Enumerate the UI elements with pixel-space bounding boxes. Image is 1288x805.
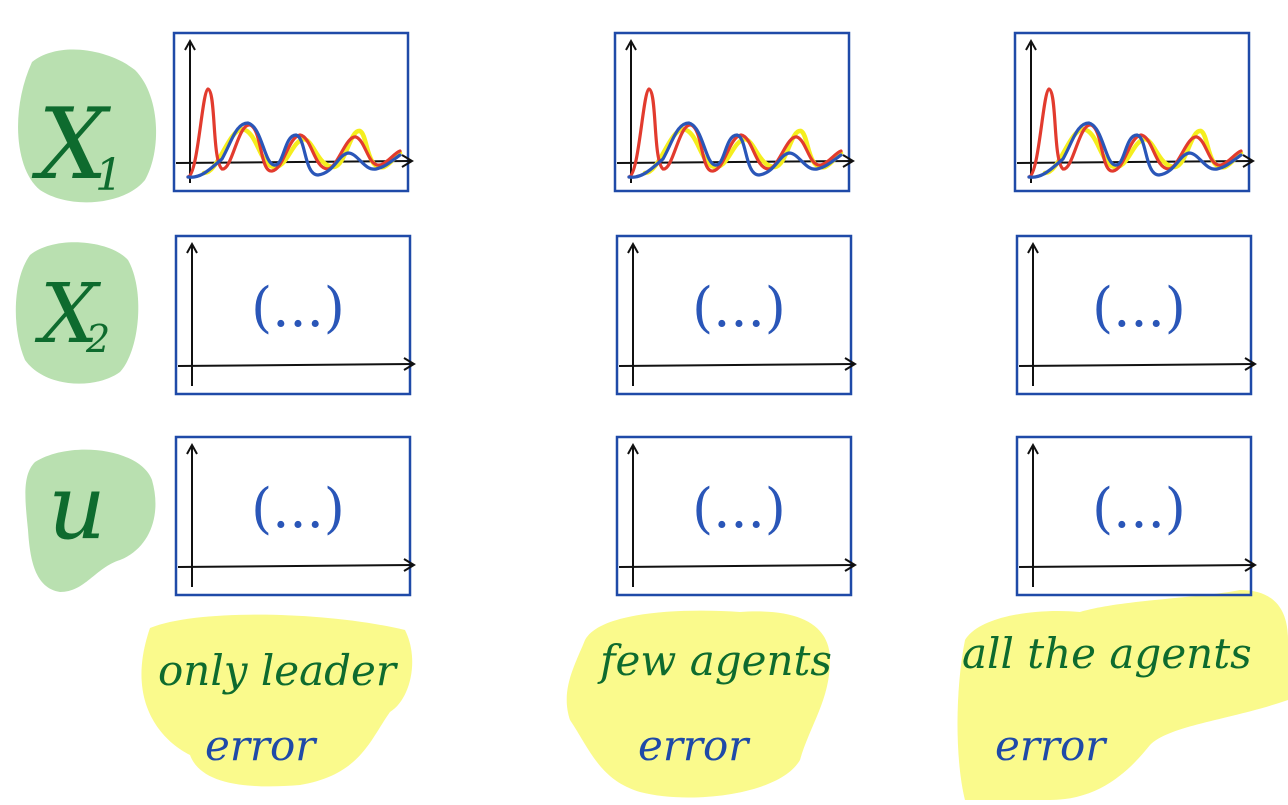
- caption-blob-all: [957, 590, 1288, 800]
- axis-arrow-icon: [1025, 38, 1037, 51]
- x-axis: [1018, 564, 1256, 568]
- row-label-u: u: [25, 449, 156, 592]
- axis-arrow-icon: [186, 241, 198, 254]
- axis-arrow-icon: [184, 38, 196, 51]
- caption-line-2: error: [205, 721, 318, 770]
- plot-u-all: (...): [1015, 435, 1257, 597]
- plot-frame: [172, 31, 410, 193]
- axis-arrow-icon: [842, 154, 855, 168]
- row-label-text: X: [31, 88, 112, 202]
- caption-line-1: all the agents: [962, 629, 1252, 678]
- row-label-text: u: [48, 455, 106, 560]
- caption-line-1: few agents: [597, 636, 832, 685]
- label-blob: [15, 242, 139, 384]
- axis-arrow-icon: [1244, 357, 1257, 371]
- series-blue: [186, 121, 402, 179]
- plot-x2-few: (...): [615, 234, 857, 396]
- caption-blob-few: [566, 610, 830, 798]
- placeholder-text: (...): [251, 276, 345, 339]
- plot-frame: [174, 234, 412, 396]
- plot-frame: [1015, 435, 1253, 597]
- label-blob: [25, 449, 156, 592]
- plot-frame: [174, 435, 412, 597]
- x-axis: [177, 564, 415, 568]
- placeholder-text: (...): [1092, 477, 1186, 540]
- row-label-x2: X 2: [15, 242, 139, 384]
- x-axis: [616, 160, 854, 164]
- caption-line-1: only leader: [158, 646, 399, 695]
- caption-leader: only leader error: [158, 646, 399, 770]
- axis-arrow-icon: [844, 357, 857, 371]
- placeholder-text: (...): [251, 477, 345, 540]
- series-red: [1027, 87, 1243, 179]
- series-red: [627, 87, 843, 179]
- label-blob: [18, 49, 157, 203]
- plot-u-few: (...): [615, 435, 857, 597]
- caption-line-2: error: [638, 721, 751, 770]
- row-label-subscript: 1: [95, 150, 123, 201]
- axis-arrow-icon: [403, 558, 416, 572]
- axis-arrow-icon: [401, 154, 414, 168]
- placeholder-text: (...): [692, 276, 786, 339]
- plot-frame: [615, 234, 853, 396]
- axis-arrow-icon: [627, 241, 639, 254]
- axis-arrow-icon: [625, 38, 637, 51]
- axis-arrow-icon: [1027, 241, 1039, 254]
- axis-arrow-icon: [1027, 442, 1039, 455]
- axis-arrow-icon: [627, 442, 639, 455]
- plot-x1-leader: [172, 31, 414, 193]
- series-red: [186, 87, 402, 179]
- caption-all: all the agents error: [962, 629, 1252, 770]
- axis-arrow-icon: [403, 357, 416, 371]
- x-axis: [175, 160, 413, 164]
- x-axis: [618, 564, 856, 568]
- plot-frame: [1015, 234, 1253, 396]
- row-label-x1: X 1: [18, 49, 157, 203]
- axis-arrow-icon: [1242, 154, 1255, 168]
- caption-line-2: error: [995, 721, 1108, 770]
- x-axis: [1016, 160, 1254, 164]
- series-blue: [1027, 121, 1243, 179]
- x-axis: [177, 363, 415, 367]
- axis-arrow-icon: [844, 558, 857, 572]
- plot-x1-few: [613, 31, 855, 193]
- axis-arrow-icon: [186, 442, 198, 455]
- plot-frame: [613, 31, 851, 193]
- axis-arrow-icon: [1244, 558, 1257, 572]
- placeholder-text: (...): [1092, 276, 1186, 339]
- caption-few: few agents error: [597, 636, 832, 770]
- series-blue: [627, 121, 843, 179]
- plot-frame: [1013, 31, 1251, 193]
- plot-x2-all: (...): [1015, 234, 1257, 396]
- plot-x1-all: [1013, 31, 1255, 193]
- x-axis: [1018, 363, 1256, 367]
- row-label-subscript: 2: [85, 317, 110, 361]
- row-label-text: X: [34, 267, 102, 362]
- x-axis: [618, 363, 856, 367]
- plot-u-leader: (...): [174, 435, 416, 597]
- plot-frame: [615, 435, 853, 597]
- plot-x2-leader: (...): [174, 234, 416, 396]
- placeholder-text: (...): [692, 477, 786, 540]
- caption-blob-leader: [141, 614, 413, 787]
